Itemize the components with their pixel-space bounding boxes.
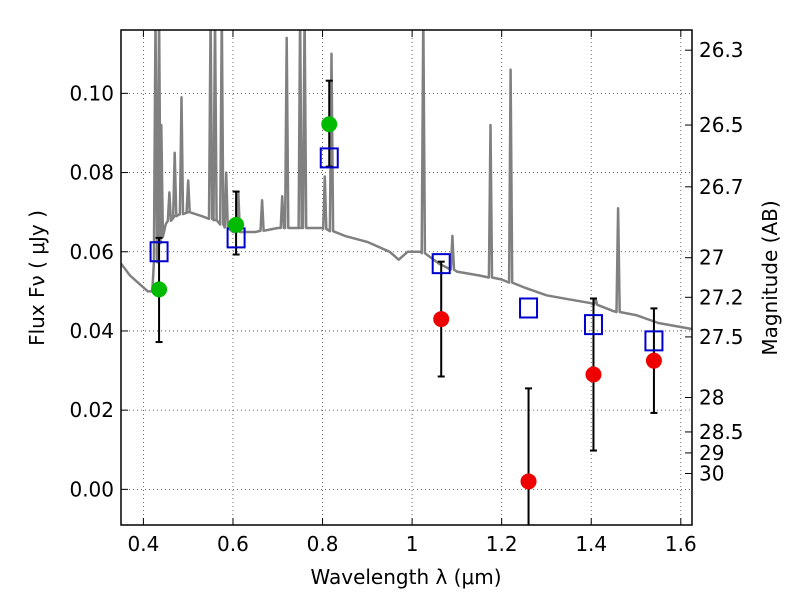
model-flux-marker: [149, 241, 169, 263]
observed-flux-marker: [520, 473, 537, 490]
observed-flux-marker: [321, 116, 338, 133]
right-tick-label: 27.5: [699, 325, 744, 349]
x-tick-label: 0.4: [127, 532, 159, 556]
observed-flux-marker: [151, 281, 168, 298]
y-tick-label: 0.02: [69, 398, 114, 422]
model-flux-marker: [319, 147, 339, 169]
x-tick-label: 0.8: [307, 532, 339, 556]
right-tick-label: 28: [699, 385, 724, 409]
right-tick-label: 26.7: [699, 175, 744, 199]
template-spectrum-line: [121, 30, 692, 331]
y-tick-label: 0.00: [69, 477, 114, 501]
x-tick-label: 1.4: [575, 532, 607, 556]
axis-ticks: 0.4 0.6 0.8 1 1.2 1.4 1.6 0.00 0.02 0.04 0.06 0.08 0…: [69, 30, 744, 556]
x-tick-label: 1.6: [665, 532, 697, 556]
right-axis-label: Magnitude (AB): [758, 200, 782, 355]
plot-area: [121, 30, 692, 525]
observed-flux-marker: [645, 352, 662, 369]
x-tick-label: 1: [406, 532, 419, 556]
model-flux-marker: [519, 297, 539, 319]
y-tick-label: 0.08: [69, 161, 114, 185]
grid: [121, 30, 692, 525]
y-tick-label: 0.10: [69, 81, 114, 105]
y-tick-label: 0.04: [69, 319, 114, 343]
model-flux-marker: [644, 330, 664, 352]
right-tick-label: 26.3: [699, 38, 744, 62]
observed-flux-marker: [585, 366, 602, 383]
plot-content: [121, 30, 692, 525]
y-tick-label: 0.06: [69, 240, 114, 264]
y-axis-label: Flux Fν ( μJy ): [25, 210, 49, 346]
right-tick-label: 28.5: [699, 420, 744, 444]
right-tick-label: 27.2: [699, 285, 744, 309]
right-tick-label: 27: [699, 246, 724, 270]
model-flux-marker: [431, 253, 451, 275]
observed-flux-marker: [228, 216, 245, 233]
right-tick-label: 26.5: [699, 113, 744, 137]
model-flux-marker: [583, 314, 603, 336]
right-tick-label: 30: [699, 462, 724, 486]
right-tick-label: 29: [699, 441, 724, 465]
x-tick-label: 0.6: [217, 532, 249, 556]
x-tick-label: 1.2: [486, 532, 518, 556]
observed-flux-marker: [433, 311, 450, 328]
plot-frame: [120, 29, 693, 526]
x-axis-label: Wavelength λ (μm): [310, 565, 501, 589]
